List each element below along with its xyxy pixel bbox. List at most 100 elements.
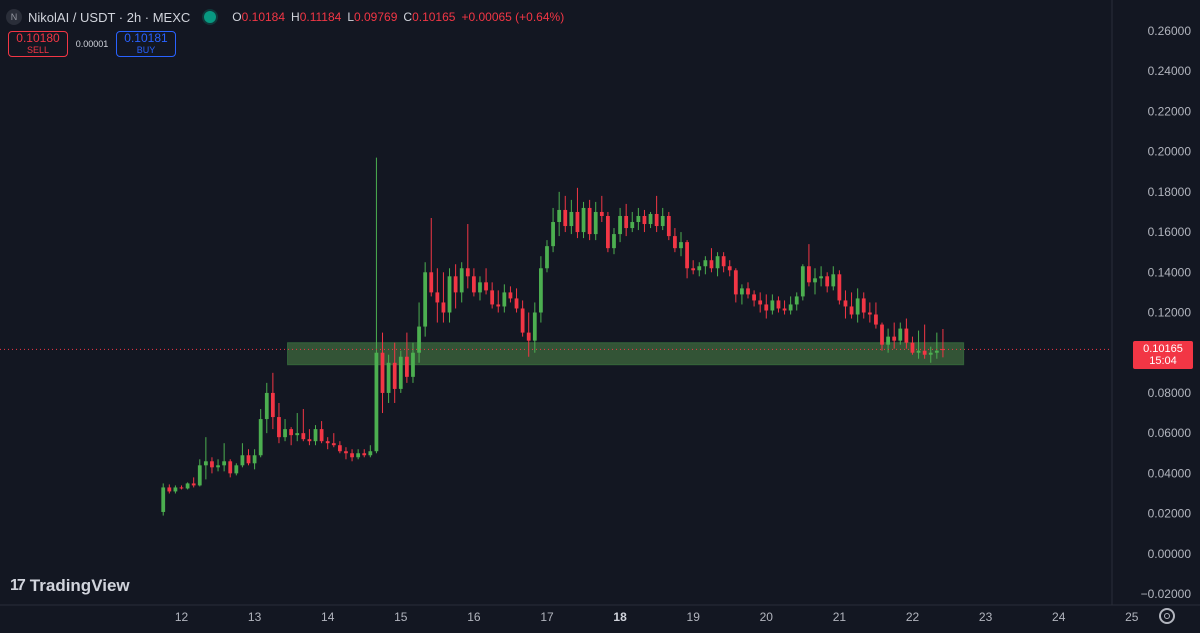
candle[interactable] (746, 282, 750, 299)
candle[interactable] (478, 276, 482, 301)
candle[interactable] (886, 328, 890, 353)
candle[interactable] (234, 463, 239, 476)
candle[interactable] (740, 284, 744, 305)
candle[interactable] (587, 199, 592, 241)
candle[interactable] (417, 302, 421, 363)
candle[interactable] (270, 372, 275, 430)
candle[interactable] (807, 244, 811, 287)
candle[interactable] (764, 294, 769, 319)
candle[interactable] (191, 477, 196, 488)
candle[interactable] (216, 459, 220, 472)
candle[interactable] (575, 187, 580, 239)
candle[interactable] (691, 260, 696, 275)
candle[interactable] (855, 288, 860, 323)
candle[interactable] (344, 447, 348, 460)
candle[interactable] (203, 437, 208, 480)
candle[interactable] (484, 268, 488, 295)
candle[interactable] (161, 483, 166, 516)
candle[interactable] (252, 449, 257, 470)
candle[interactable] (325, 437, 330, 450)
candle[interactable] (721, 252, 726, 273)
candle[interactable] (679, 232, 683, 257)
candle[interactable] (849, 292, 854, 319)
candle[interactable] (295, 413, 300, 442)
candle[interactable] (246, 449, 251, 466)
candle[interactable] (770, 294, 775, 315)
candle[interactable] (825, 272, 830, 293)
candle[interactable] (465, 224, 470, 289)
candle[interactable] (660, 207, 665, 231)
candle[interactable] (648, 211, 653, 229)
candle[interactable] (861, 292, 866, 319)
candle[interactable] (380, 332, 385, 414)
candle[interactable] (709, 248, 714, 273)
candle[interactable] (800, 264, 805, 301)
candle[interactable] (185, 482, 190, 490)
candle[interactable] (898, 322, 903, 345)
candle[interactable] (319, 421, 324, 444)
buy-button[interactable]: 0.10181 BUY (116, 31, 176, 57)
candle[interactable] (563, 195, 568, 233)
candle[interactable] (874, 302, 878, 329)
candle[interactable] (831, 266, 836, 291)
candle[interactable] (685, 240, 689, 279)
candle[interactable] (916, 330, 921, 359)
candle[interactable] (197, 459, 202, 487)
time-axis[interactable]: 12 13 14 15 16 17 18 19 20 21 22 23 24 25 (175, 610, 1139, 624)
candle[interactable] (453, 264, 458, 309)
candle[interactable] (904, 318, 909, 349)
candle[interactable] (496, 290, 501, 313)
symbol-title[interactable]: NikolAI / USDT · 2h · MEXC (28, 9, 191, 25)
candle[interactable] (301, 409, 306, 442)
candle[interactable] (392, 342, 397, 403)
candle[interactable] (642, 209, 647, 233)
candle[interactable] (624, 203, 629, 237)
candle[interactable] (307, 429, 312, 446)
candle[interactable] (551, 207, 555, 253)
candle[interactable] (539, 256, 543, 323)
candle[interactable] (441, 272, 446, 323)
candle[interactable] (350, 449, 354, 462)
candle[interactable] (910, 336, 915, 355)
candle[interactable] (636, 207, 641, 231)
candle[interactable] (313, 425, 318, 446)
candle[interactable] (374, 157, 379, 454)
candle[interactable] (508, 286, 513, 303)
candle[interactable] (173, 485, 178, 494)
candle[interactable] (697, 262, 702, 277)
candle[interactable] (459, 262, 464, 303)
candle[interactable] (210, 457, 214, 474)
candle[interactable] (240, 443, 245, 468)
candle[interactable] (922, 324, 927, 359)
candle[interactable] (880, 322, 884, 351)
candle[interactable] (581, 201, 586, 239)
candle[interactable] (557, 191, 562, 237)
candle[interactable] (429, 217, 434, 297)
candle[interactable] (447, 268, 452, 323)
candle[interactable] (630, 211, 635, 233)
candle[interactable] (167, 484, 172, 494)
candle[interactable] (819, 266, 823, 287)
candle[interactable] (386, 354, 391, 403)
support-zone[interactable] (286, 342, 965, 366)
candle[interactable] (813, 268, 817, 295)
tradingview-logo[interactable]: 17 TradingView (10, 576, 130, 596)
candle[interactable] (843, 290, 848, 319)
candle[interactable] (867, 302, 872, 323)
market-status-icon[interactable] (204, 11, 217, 23)
candle[interactable] (788, 296, 793, 315)
candle[interactable] (356, 449, 361, 460)
candle[interactable] (654, 195, 659, 233)
candle[interactable] (398, 350, 403, 393)
candle[interactable] (837, 270, 842, 305)
candle[interactable] (758, 292, 763, 313)
candle[interactable] (618, 207, 622, 243)
candle[interactable] (569, 199, 574, 235)
candle[interactable] (928, 346, 933, 363)
candle[interactable] (673, 228, 677, 253)
candle[interactable] (423, 262, 428, 337)
candle[interactable] (794, 292, 799, 311)
candle[interactable] (941, 328, 945, 358)
candle[interactable] (733, 268, 738, 303)
